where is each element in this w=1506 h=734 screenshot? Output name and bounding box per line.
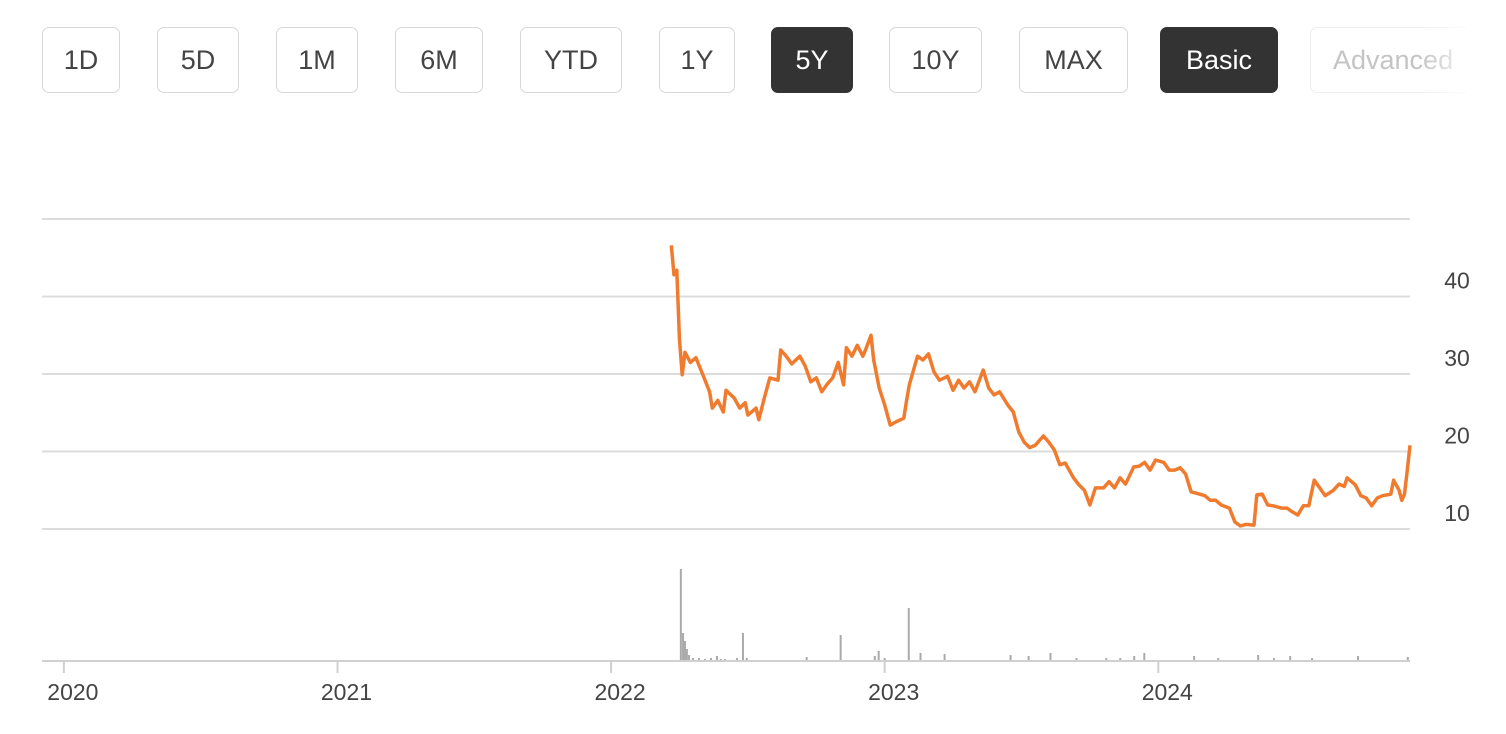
- x-tick-label: 2023: [868, 679, 919, 705]
- volume-bar: [943, 654, 946, 661]
- volume-bar: [1143, 653, 1146, 661]
- volume-bar: [709, 658, 712, 661]
- range-button[interactable]: 6M: [395, 27, 483, 93]
- x-tick-label: 2020: [47, 679, 98, 705]
- volume-bar: [685, 649, 688, 661]
- range-button[interactable]: 1D: [42, 27, 120, 93]
- range-button[interactable]: 1Y: [659, 27, 735, 93]
- range-button-selected[interactable]: 5Y: [771, 27, 853, 93]
- view-button-selected[interactable]: Basic: [1160, 27, 1278, 93]
- price-line: [669, 245, 1412, 528]
- range-button[interactable]: YTD: [520, 27, 622, 93]
- volume-bar: [1406, 657, 1409, 661]
- volume-bar: [715, 656, 718, 661]
- volume-bar: [1119, 658, 1122, 661]
- fade-overlay: [1420, 20, 1480, 100]
- volume-bar: [805, 657, 808, 661]
- volume-bar: [679, 569, 682, 661]
- range-button[interactable]: 10Y: [889, 27, 982, 93]
- volume-bar: [691, 658, 694, 661]
- y-tick-label: 40: [1444, 268, 1470, 294]
- volume-bar: [1257, 655, 1260, 661]
- volume-bar: [1027, 656, 1030, 661]
- range-button[interactable]: MAX: [1019, 27, 1128, 93]
- volume-bar: [1217, 658, 1220, 661]
- range-button[interactable]: 1M: [276, 27, 358, 93]
- volume-bar: [688, 655, 691, 661]
- volume-bar: [745, 658, 748, 661]
- x-tick-label: 2024: [1142, 679, 1193, 705]
- volume-bar: [1105, 658, 1108, 661]
- volume-bar: [883, 658, 886, 661]
- volume-bar: [1273, 658, 1276, 661]
- volume-bar: [919, 653, 922, 661]
- volume-bar: [1311, 658, 1314, 661]
- x-tick-label: 2021: [321, 679, 372, 705]
- volume-bar: [1009, 655, 1012, 661]
- volume-bar: [741, 633, 744, 661]
- volume-bar: [907, 608, 910, 661]
- volume-bar: [1289, 656, 1292, 661]
- volume-bar: [682, 633, 685, 661]
- volume-bar: [877, 651, 880, 661]
- y-tick-label: 30: [1444, 345, 1470, 371]
- x-tick-label: 2022: [595, 679, 646, 705]
- y-tick-label: 10: [1444, 500, 1470, 526]
- volume-bar: [1193, 656, 1196, 661]
- volume-bar: [735, 658, 738, 661]
- volume-bar: [683, 641, 686, 661]
- volume-bar: [1075, 658, 1078, 661]
- volume-bar: [873, 656, 876, 661]
- range-button[interactable]: 5D: [157, 27, 239, 93]
- volume-bar: [1133, 656, 1136, 661]
- volume-bar: [1049, 653, 1052, 661]
- volume-bar: [697, 658, 700, 661]
- volume-bar: [839, 635, 842, 661]
- volume-bar: [1357, 656, 1360, 661]
- y-tick-label: 20: [1444, 423, 1470, 449]
